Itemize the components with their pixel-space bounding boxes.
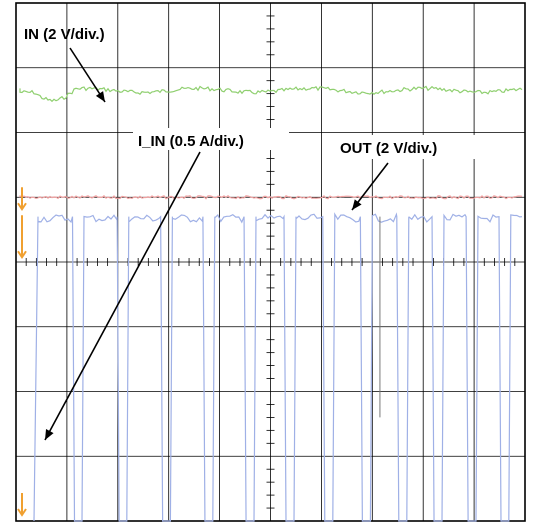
label-out-bg [333,135,479,159]
arrow-i-in-head [45,429,54,440]
label-iin: I_IN (0.5 A/div.) [138,133,244,150]
channel-marker-arrow [17,250,27,260]
trace-out [19,194,523,200]
annotation-arrows [44,47,389,441]
arrow-i-in [44,151,201,441]
grid [16,3,525,521]
arrow-out-head [352,199,362,210]
arrow-in [69,47,106,103]
channel-marker-arrow [17,202,27,212]
trace-in [19,85,523,103]
traces [19,85,523,522]
label-out: OUT (2 V/div.) [340,140,437,157]
trace-i-in [33,212,523,522]
channel-markers [17,187,27,517]
arrow-in-head [95,91,105,102]
label-iin-bg [133,128,289,150]
channel-marker-arrow [17,508,27,517]
label-in: IN (2 V/div.) [24,26,105,43]
